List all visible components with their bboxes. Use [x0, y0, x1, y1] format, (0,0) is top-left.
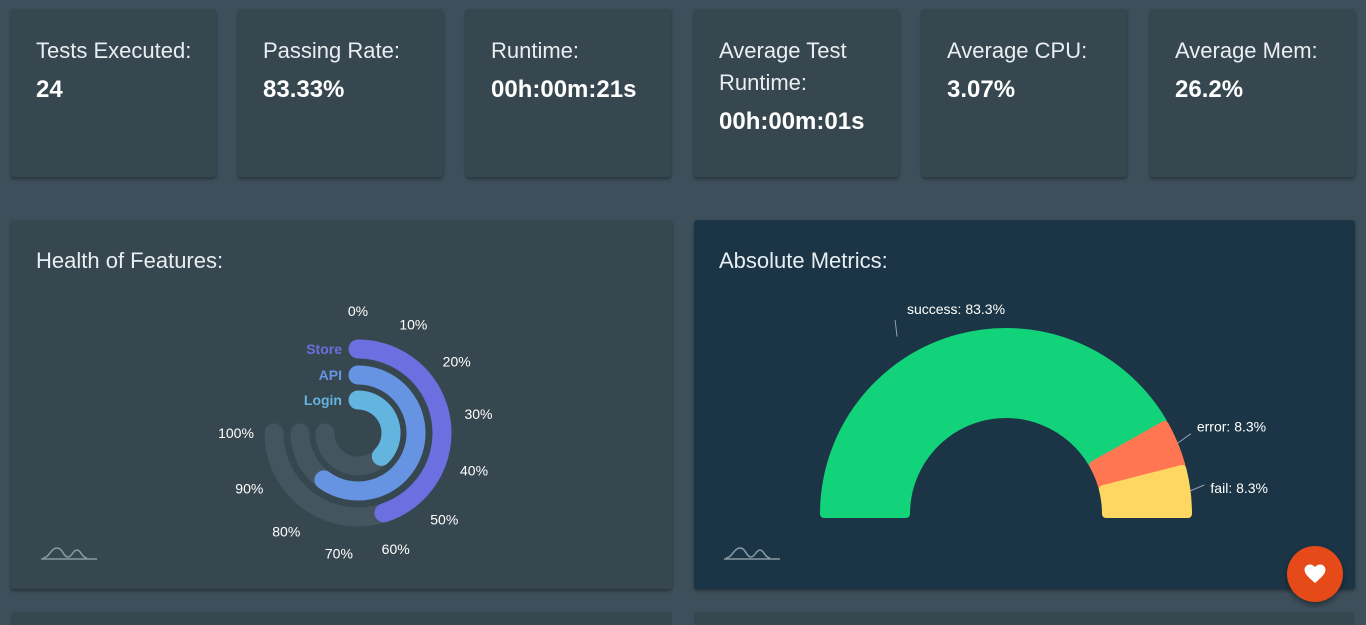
pie-slice-success[interactable] [820, 328, 1167, 518]
tick-label: 20% [443, 353, 471, 369]
pie-slice-fail[interactable] [1098, 464, 1192, 518]
label-leader [1190, 484, 1205, 492]
heart-icon [1304, 564, 1326, 584]
stat-value: 3.07% [947, 76, 1016, 103]
tick-label: 10% [399, 316, 427, 332]
radial-bar-login[interactable] [348, 390, 401, 466]
radial-bar-store[interactable] [348, 339, 452, 523]
stat-value: 00h:00m:01s [719, 108, 865, 135]
tick-label: 40% [460, 463, 488, 479]
radial-bar-chart: 0% 10% 20% 30% 40% 50% 60% 70% 80% 90% 100% Store AP… [218, 303, 492, 561]
slice-label: success: 83.3% [907, 301, 1005, 317]
absolute-metrics-panel: success: 83.3% error: 8.3% fail: 8.3% Abso… [694, 220, 1355, 589]
stat-label: Passing Rate: [263, 38, 400, 63]
stat-label: Average Mem: [1175, 38, 1318, 63]
bottom-card-left [11, 612, 672, 625]
bottom-card-right [694, 612, 1355, 625]
chart-type-icon[interactable] [41, 545, 97, 561]
stat-card-average-mem: Average Mem: 26.2% [1150, 9, 1355, 177]
tick-label: 0% [348, 303, 368, 319]
stat-value: 24 [36, 76, 63, 103]
stat-value: 26.2% [1175, 76, 1244, 103]
tick-label: 60% [382, 541, 410, 557]
chart-type-icon[interactable] [724, 545, 780, 561]
stat-label: Tests Executed: [36, 38, 192, 63]
slice-label: error: 8.3% [1197, 419, 1266, 435]
series-label: Login [304, 392, 342, 408]
panel-title: Health of Features: [36, 248, 224, 273]
stat-label: Average Test Runtime: [719, 38, 847, 95]
stat-card-passing-rate: Passing Rate: 83.33% [238, 9, 443, 177]
stat-value: 83.33% [263, 76, 345, 103]
tick-label: 100% [218, 425, 254, 441]
stat-card-tests-executed: Tests Executed: 24 [11, 9, 216, 177]
stat-label: Runtime: [491, 38, 580, 63]
label-leader [1177, 433, 1192, 444]
favorite-button[interactable] [1287, 546, 1343, 602]
stat-label: Average CPU: [947, 38, 1088, 63]
tick-label: 50% [430, 511, 458, 527]
label-leader [894, 319, 898, 337]
pie-chart: success: 83.3% error: 8.3% fail: 8.3% [820, 301, 1268, 518]
tick-label: 30% [464, 406, 492, 422]
tick-label: 70% [325, 545, 353, 561]
stat-card-runtime: Runtime: 00h:00m:21s [466, 9, 671, 177]
stat-card-average-cpu: Average CPU: 3.07% [922, 9, 1127, 177]
health-of-features-panel: 0% 10% 20% 30% 40% 50% 60% 70% 80% 90% 100% Store AP… [11, 220, 672, 589]
stat-value: 00h:00m:21s [491, 76, 637, 103]
tick-label: 90% [235, 480, 263, 496]
slice-label: fail: 8.3% [1210, 480, 1268, 496]
stat-card-average-test-runtime: Average Test Runtime: 00h:00m:01s [694, 9, 899, 177]
panel-title: Absolute Metrics: [719, 248, 888, 273]
tick-label: 80% [272, 524, 300, 540]
series-label: API [319, 367, 342, 383]
series-label: Store [306, 341, 342, 357]
radial-bar-api[interactable] [314, 365, 426, 501]
